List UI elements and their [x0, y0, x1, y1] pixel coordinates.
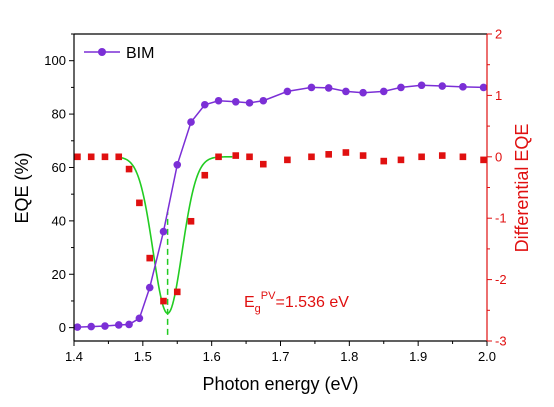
diff-eqe-point [246, 153, 253, 161]
legend-label: BIM [126, 45, 154, 62]
eqe-point [187, 118, 195, 126]
diff-eqe-point [308, 153, 315, 161]
y-right-tick-label: 1 [495, 88, 502, 103]
eqe-point [73, 323, 82, 331]
y-axis-label-left: EQE (%) [12, 152, 32, 223]
diff-eqe-point [115, 153, 123, 161]
eqe-point [125, 320, 133, 329]
diff-eqe-point [397, 156, 405, 164]
y-axis-label-right: Differential EQE [512, 124, 532, 253]
eqe-point [231, 98, 240, 106]
x-tick-label: 1.6 [203, 349, 221, 364]
x-tick-label: 1.5 [134, 349, 152, 364]
diff-eqe-point [74, 153, 81, 161]
eqe-point [417, 81, 426, 90]
y-left-tick-label: 100 [44, 53, 66, 68]
eqe-point [438, 82, 447, 90]
legend-marker [98, 48, 106, 56]
annotation-sub: g [255, 303, 261, 315]
x-axis-label: Photon energy (eV) [202, 374, 358, 394]
eqe-point [259, 96, 268, 105]
eqe-line [77, 84, 484, 328]
eqe-point [479, 83, 488, 92]
diff-eqe-point [187, 217, 195, 225]
y-right-tick-label: 0 [495, 149, 502, 164]
eqe-point [101, 322, 109, 330]
eqe-point [397, 83, 405, 92]
diff-eqe-point [215, 153, 222, 161]
x-tick-label: 1.4 [65, 349, 83, 364]
diff-eqe-point [459, 153, 467, 161]
diff-eqe-point [480, 156, 487, 164]
diff-eqe-point [325, 151, 332, 158]
x-tick-label: 2.0 [478, 349, 496, 364]
y-right-tick-label: 2 [495, 27, 502, 42]
y-left-tick-label: 0 [59, 320, 66, 335]
y-right-tick-label: -2 [495, 272, 507, 287]
diff-eqe-point [201, 171, 209, 179]
diff-eqe-point [418, 153, 425, 161]
y-left-tick-label: 20 [52, 267, 66, 282]
diff-eqe-point [438, 152, 446, 159]
eqe-point [342, 87, 350, 96]
eqe-point [145, 283, 154, 292]
diff-eqe-point [359, 152, 367, 159]
eqe-point [459, 83, 467, 91]
eqe-point [245, 99, 254, 107]
annotation-main: E [244, 294, 255, 311]
diff-eqe-point [232, 152, 240, 159]
eqe-point [114, 321, 123, 329]
diff-eqe-point [125, 165, 133, 173]
annotation-rest: =1.536 eV [275, 294, 349, 311]
y-left-tick-label: 80 [52, 107, 66, 122]
diff-eqe-point [160, 297, 167, 305]
eqe-point [359, 88, 367, 97]
y-right-tick-label: -1 [495, 211, 507, 226]
x-tick-label: 1.8 [340, 349, 358, 364]
x-tick-label: 1.7 [271, 349, 289, 364]
x-tick-label: 1.9 [409, 349, 427, 364]
legend: BIM [84, 45, 154, 62]
y-left-tick-label: 40 [52, 213, 66, 228]
y-right-tick-label: -3 [495, 334, 507, 349]
eqe-point [379, 87, 388, 96]
diff-eqe-point [380, 157, 388, 165]
eqe-point [135, 314, 144, 323]
diff-eqe-point [284, 156, 291, 164]
eqe-point [159, 227, 168, 236]
eqe-point [173, 161, 182, 169]
y-left-tick-label: 60 [52, 160, 66, 175]
eqe-point [87, 322, 96, 331]
eqe-point [214, 96, 223, 105]
axes: 1.4 1.5 1.6 1.7 1.8 1.9 2.0 0 20 40 60 80 100 -3 -2 -1 0… [44, 27, 506, 365]
diff-eqe-point [101, 153, 109, 161]
diff-eqe-point [173, 288, 181, 296]
diff-eqe-point [87, 153, 95, 161]
annotation-sup: PV [261, 290, 276, 302]
eqe-point [307, 83, 316, 92]
plot-area [73, 81, 488, 335]
eqe-point [200, 100, 209, 109]
bandgap-annotation: EgPV=1.536 eV [244, 290, 349, 315]
eqe-point [324, 84, 333, 92]
diff-eqe-point [146, 254, 154, 262]
diff-eqe-point [259, 160, 267, 168]
eqe-point [283, 87, 292, 96]
diff-eqe-point [342, 149, 350, 156]
diff-eqe-point [136, 199, 143, 207]
